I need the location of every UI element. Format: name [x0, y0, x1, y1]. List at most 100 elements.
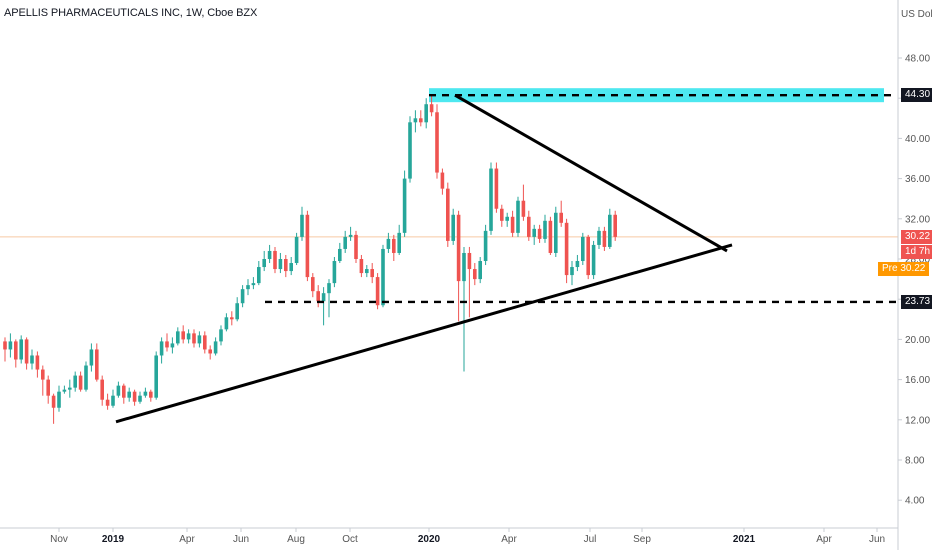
candle-down[interactable] [494, 162, 499, 213]
candle-down[interactable] [132, 389, 137, 406]
candle-down[interactable] [41, 365, 45, 396]
candle-down[interactable] [273, 246, 277, 274]
candle-down[interactable] [24, 337, 29, 370]
candle-up[interactable] [489, 162, 493, 235]
candle-up[interactable] [348, 226, 353, 241]
candle-up[interactable] [608, 208, 612, 249]
candle-down[interactable] [370, 263, 374, 284]
candle-down[interactable] [435, 104, 439, 179]
candle-up[interactable] [343, 230, 347, 253]
candle-down[interactable] [305, 210, 310, 282]
candle-up[interactable] [327, 279, 331, 318]
candle-down[interactable] [46, 375, 50, 404]
candle-down[interactable] [473, 263, 477, 286]
candle-down[interactable] [521, 184, 526, 221]
triangle-upper-trendline[interactable] [454, 93, 728, 253]
candle-up[interactable] [338, 242, 342, 264]
candle-up[interactable] [397, 224, 401, 255]
candle-up[interactable] [575, 254, 580, 272]
candle-up[interactable] [159, 337, 164, 364]
candle-up[interactable] [73, 371, 77, 392]
candle-up[interactable] [267, 244, 272, 264]
candle-up[interactable] [176, 327, 180, 346]
candle-down[interactable] [548, 216, 553, 255]
candle-up[interactable] [483, 224, 488, 266]
candles[interactable] [3, 95, 617, 424]
candle-up[interactable] [170, 337, 175, 354]
candle-up[interactable] [581, 232, 585, 266]
candle-up[interactable] [251, 277, 256, 290]
candle-up[interactable] [257, 261, 261, 286]
candle-up[interactable] [8, 333, 13, 358]
candle-down[interactable] [149, 389, 153, 402]
candle-up[interactable] [154, 351, 158, 400]
triangle-lower-trendline[interactable] [115, 243, 733, 424]
candle-down[interactable] [467, 246, 472, 318]
candle-up[interactable] [68, 379, 72, 398]
time-axis[interactable]: Nov 2019 Apr Jun Aug Oct 2020 Apr Jul Sep 2021 Apr J… [0, 527, 898, 545]
candle-down[interactable] [392, 234, 396, 262]
candle-down[interactable] [354, 230, 358, 264]
candle-up[interactable] [186, 329, 191, 344]
candle-up[interactable] [413, 110, 418, 133]
candle-down[interactable] [122, 383, 126, 404]
candle-up[interactable] [224, 313, 229, 332]
candle-up[interactable] [57, 385, 61, 412]
candle-up[interactable] [127, 387, 131, 402]
candle-down[interactable] [537, 224, 542, 243]
trend-drawings[interactable] [115, 93, 897, 424]
candle-up[interactable] [462, 246, 466, 372]
candle-up[interactable] [386, 232, 391, 253]
candle-down[interactable] [208, 345, 212, 360]
candle-down[interactable] [311, 273, 315, 298]
candle-up[interactable] [570, 261, 574, 286]
candle-up[interactable] [381, 244, 385, 308]
candle-down[interactable] [100, 375, 104, 406]
candle-down[interactable] [559, 200, 563, 227]
candle-down[interactable] [14, 339, 18, 368]
candle-down[interactable] [359, 254, 364, 278]
candle-up[interactable] [532, 224, 536, 245]
candle-down[interactable] [500, 204, 504, 227]
candle-down[interactable] [613, 210, 617, 241]
candle-down[interactable] [192, 329, 196, 348]
candle-up[interactable] [332, 256, 337, 288]
candle-up[interactable] [30, 349, 34, 370]
candle-down[interactable] [602, 226, 607, 251]
candle-down[interactable] [510, 210, 515, 237]
candle-down[interactable] [95, 343, 99, 382]
candle-down[interactable] [375, 273, 380, 310]
candle-up[interactable] [424, 98, 428, 129]
candle-up[interactable] [597, 226, 601, 249]
candle-up[interactable] [543, 214, 547, 243]
candle-up[interactable] [84, 361, 88, 392]
candle-up[interactable] [89, 343, 94, 372]
candle-up[interactable] [138, 391, 142, 404]
candle-down[interactable] [456, 210, 461, 322]
candle-up[interactable] [240, 285, 245, 308]
candle-up[interactable] [294, 232, 299, 266]
candle-up[interactable] [62, 385, 67, 394]
candle-up[interactable] [321, 287, 326, 326]
candle-up[interactable] [111, 389, 115, 408]
candle-up[interactable] [143, 387, 148, 398]
candle-up[interactable] [278, 252, 283, 274]
candle-down[interactable] [284, 254, 288, 278]
candle-up[interactable] [19, 335, 23, 364]
candle-down[interactable] [586, 234, 590, 280]
candle-up[interactable] [451, 208, 455, 245]
candle-up[interactable] [478, 256, 482, 284]
candle-up[interactable] [219, 325, 223, 346]
candle-up[interactable] [235, 297, 239, 322]
candle-up[interactable] [246, 279, 250, 296]
candle-up[interactable] [300, 206, 304, 241]
candle-down[interactable] [78, 371, 83, 392]
candle-down[interactable] [181, 325, 185, 344]
candle-up[interactable] [554, 206, 558, 257]
candle-down[interactable] [446, 182, 450, 247]
candle-down[interactable] [35, 351, 40, 378]
candle-up[interactable] [591, 240, 596, 280]
candle-up[interactable] [365, 265, 369, 278]
candle-up[interactable] [505, 212, 509, 227]
